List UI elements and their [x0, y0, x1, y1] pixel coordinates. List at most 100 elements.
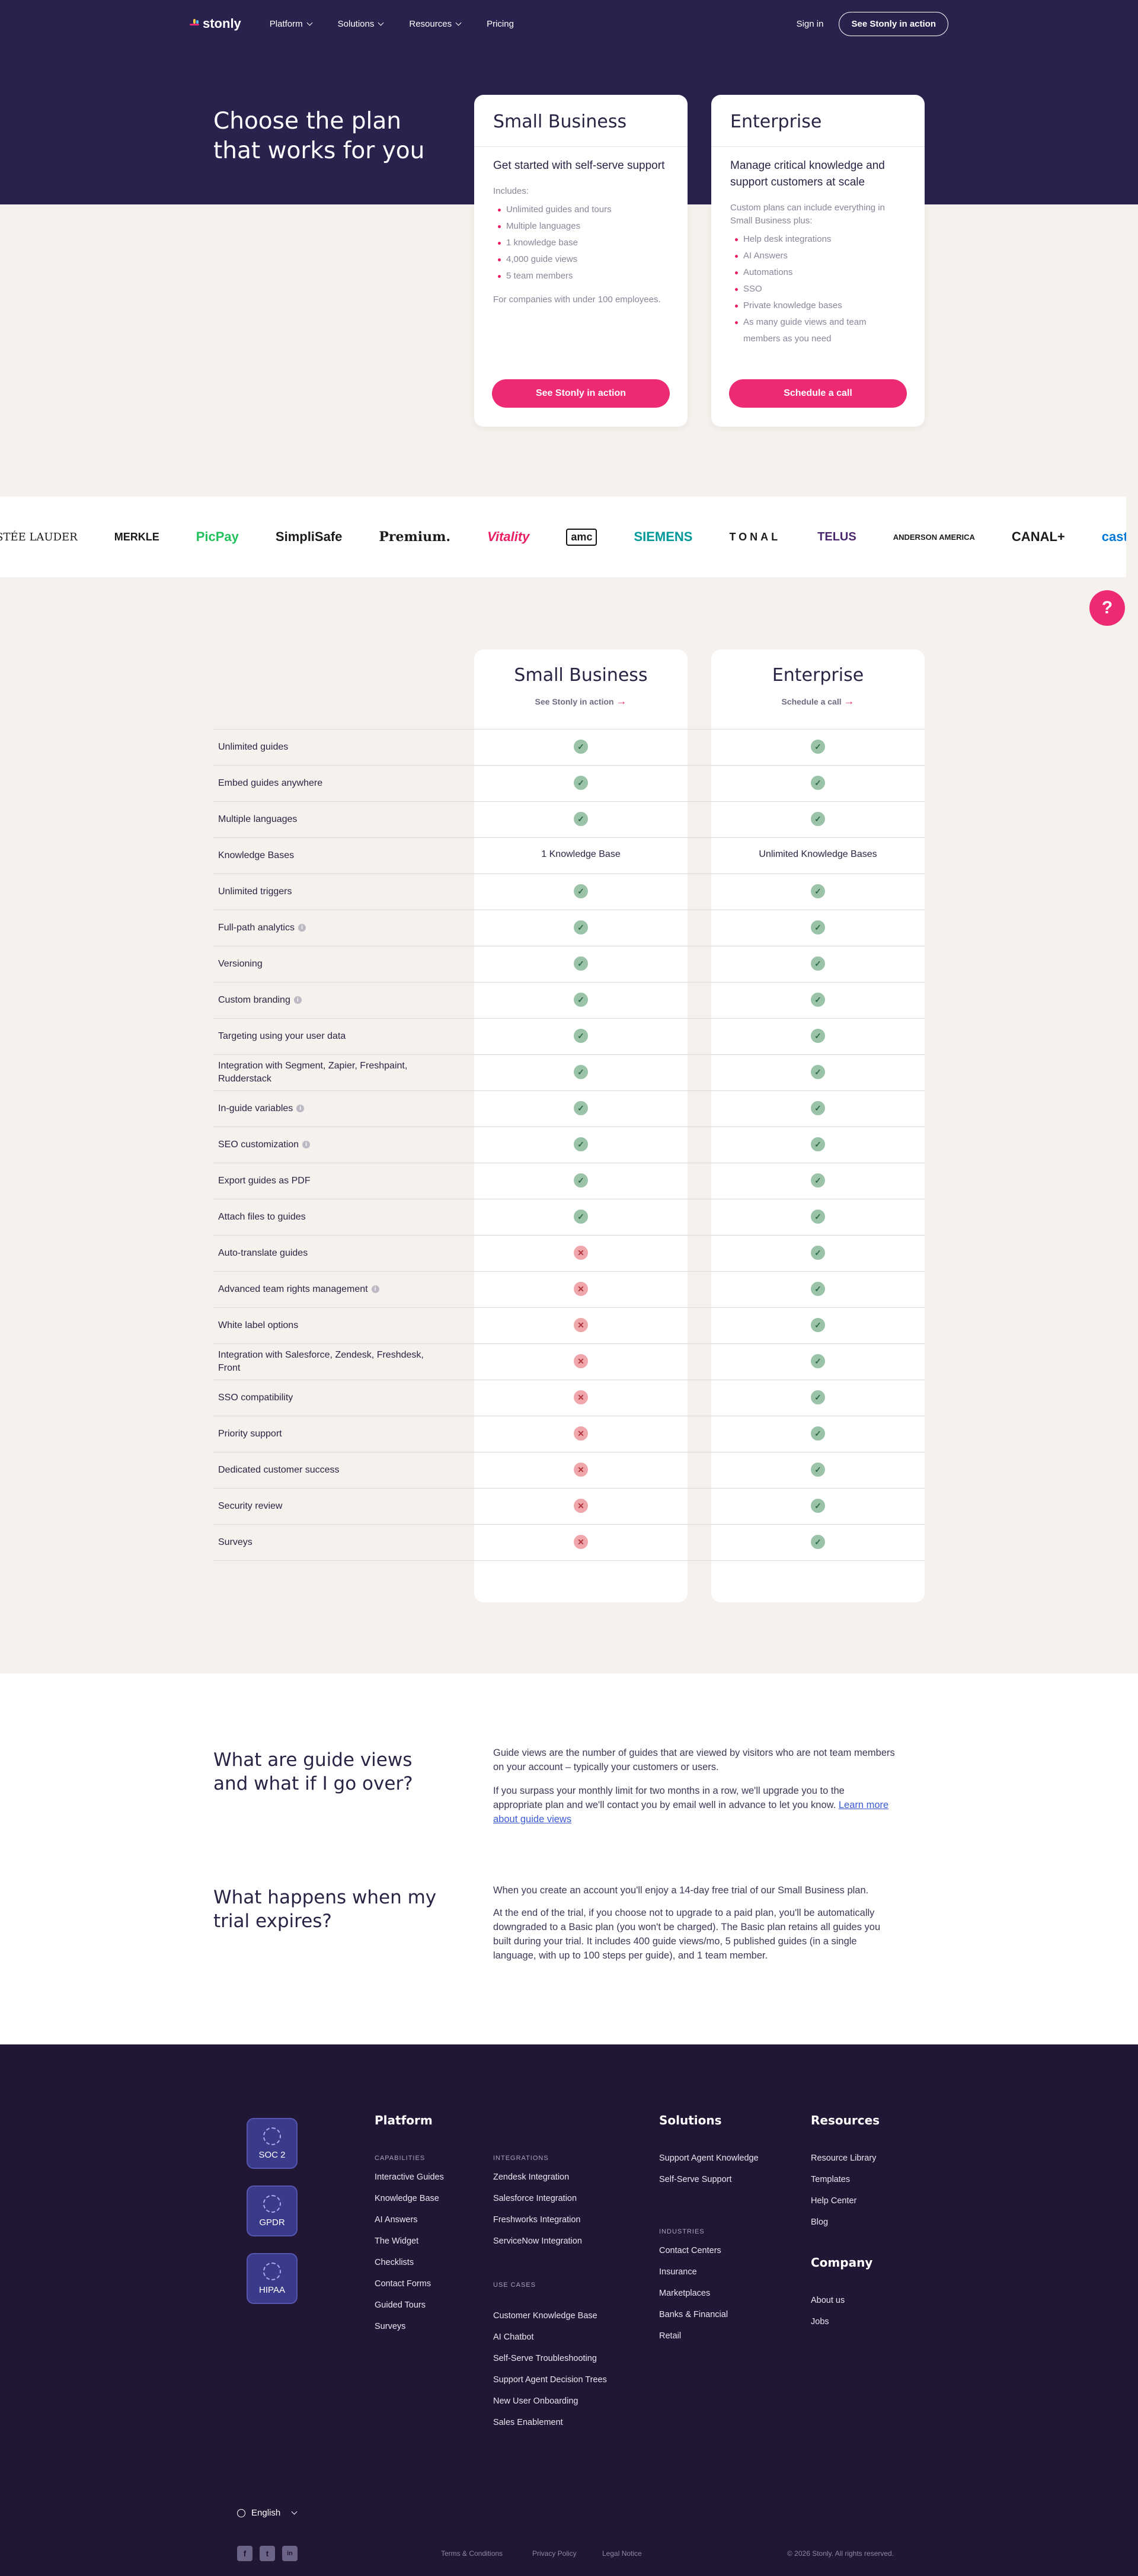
privacy-link[interactable]: Privacy Policy	[532, 2549, 577, 2558]
see-stonly-plan-button[interactable]: See Stonly in action	[492, 379, 670, 408]
plan-includes-label: Includes:	[493, 186, 529, 196]
top-navbar: stonly Platform Solutions Resources Pric…	[0, 0, 1138, 47]
faq-answer-text: If you surpass your monthly limit for tw…	[493, 1785, 845, 1810]
schedule-call-plan-button[interactable]: Schedule a call	[729, 379, 907, 408]
faq-answer: At the end of the trial, if you choose n…	[493, 1908, 881, 1961]
footer-link[interactable]: Guided Tours	[375, 2300, 426, 2310]
footer-subheading: INTEGRATIONS	[493, 2155, 549, 2162]
footer-link[interactable]: Support Agent Knowledge	[659, 2153, 759, 2163]
feature-label: Advanced team rights management i	[218, 1271, 443, 1307]
plan-description: Get started with self-serve support	[493, 159, 665, 172]
footer-link[interactable]: Self-Serve Troubleshooting	[493, 2354, 597, 2363]
plan-feature: Private knowledge bases	[735, 297, 906, 314]
footer-link[interactable]: Resource Library	[811, 2153, 877, 2163]
check-icon: ✓	[811, 1499, 825, 1513]
feature-label-text: Export guides as PDF	[218, 1175, 311, 1186]
feature-label: Security review	[218, 1488, 443, 1524]
twitter-icon[interactable]: t	[260, 2546, 275, 2561]
footer-link[interactable]: Support Agent Decision Trees	[493, 2375, 607, 2385]
footer-link[interactable]: Self-Serve Support	[659, 2175, 732, 2184]
chevron-down-icon	[455, 20, 462, 25]
footer-link[interactable]: Freshworks Integration	[493, 2215, 581, 2225]
help-button[interactable]: ?	[1089, 590, 1125, 626]
nav-resources[interactable]: Resources	[409, 19, 462, 29]
footer-link[interactable]: Banks & Financial	[659, 2310, 728, 2319]
nav-solutions[interactable]: Solutions	[337, 18, 384, 29]
customer-logo-strip: ESTÉE LAUDER MERKLE PicPay SimpliSafe Pr…	[0, 497, 1126, 577]
footer-link[interactable]: Jobs	[811, 2317, 829, 2327]
compare-link-label: Schedule a call	[781, 697, 842, 706]
feature-label-text: SSO compatibility	[218, 1392, 293, 1403]
feature-label: Export guides as PDF	[218, 1163, 443, 1199]
logo-simplisafe: SimpliSafe	[275, 529, 343, 544]
cross-icon: ✕	[574, 1463, 588, 1477]
plan-card-enterprise: Enterprise Manage critical knowledge and…	[711, 95, 925, 427]
footer-link[interactable]: Templates	[811, 2175, 851, 2184]
row-divider	[213, 873, 925, 874]
cross-icon: ✕	[574, 1499, 588, 1513]
see-stonly-nav-button[interactable]: See Stonly in action	[839, 11, 948, 36]
nav-platform[interactable]: Platform	[270, 19, 313, 29]
feature-label: Full-path analytics i	[218, 910, 443, 946]
footer-link[interactable]: Sales Enablement	[493, 2418, 563, 2427]
stonly-logo[interactable]: stonly	[190, 16, 241, 31]
footer-link[interactable]: Salesforce Integration	[493, 2194, 577, 2203]
language-selector[interactable]: English	[237, 2508, 298, 2518]
feature-label: Knowledge Bases	[218, 837, 443, 873]
footer-link[interactable]: Retail	[659, 2331, 682, 2341]
info-icon[interactable]: i	[298, 924, 306, 932]
footer-link[interactable]: AI Answers	[375, 2215, 418, 2225]
row-divider	[213, 1488, 925, 1489]
feature-label-text: Integration with Segment, Zapier, Freshp…	[218, 1060, 408, 1084]
gdpr-badge: GPDR	[247, 2185, 298, 2236]
nav-solutions-label: Solutions	[337, 18, 375, 29]
check-icon: ✓	[574, 1029, 588, 1043]
feature-label: Embed guides anywhere	[218, 765, 443, 801]
footer-link[interactable]: New User Onboarding	[493, 2396, 578, 2406]
footer-link[interactable]: Surveys	[375, 2322, 406, 2331]
footer-link[interactable]: Blog	[811, 2217, 829, 2227]
feature-label: Custom branding i	[218, 982, 443, 1018]
footer-link[interactable]: Help Center	[811, 2196, 857, 2206]
footer-link[interactable]: Customer Knowledge Base	[493, 2311, 597, 2321]
footer-link[interactable]: The Widget	[375, 2236, 419, 2246]
nav-pricing[interactable]: Pricing	[487, 19, 514, 29]
terms-link[interactable]: Terms & Conditions	[441, 2549, 503, 2558]
footer-link[interactable]: Insurance	[659, 2267, 697, 2277]
check-icon: ✓	[811, 1426, 825, 1441]
check-icon: ✓	[811, 1065, 825, 1079]
feature-label-text: Advanced team rights management	[218, 1284, 368, 1294]
footer-link[interactable]: Interactive Guides	[375, 2172, 444, 2182]
sign-in-link[interactable]: Sign in	[796, 18, 824, 29]
logo-siemens: SIEMENS	[634, 529, 693, 544]
footer-subheading: CAPABILITIES	[375, 2155, 426, 2162]
footer-subheading: USE CASES	[493, 2281, 536, 2289]
plan-feature-list: Help desk integrations AI Answers Automa…	[711, 228, 925, 347]
footer-link[interactable]: Marketplaces	[659, 2289, 711, 2298]
footer-link[interactable]: Knowledge Base	[375, 2194, 439, 2203]
footer-link[interactable]: AI Chatbot	[493, 2332, 534, 2342]
compare-schedule-call-link[interactable]: Schedule a call →	[711, 695, 925, 708]
check-icon: ✓	[574, 956, 588, 971]
learn-more-guide-views-link[interactable]: Learn more about guide views	[493, 1800, 889, 1825]
linkedin-icon[interactable]: in	[282, 2546, 298, 2561]
footer-link[interactable]: Contact Forms	[375, 2279, 431, 2289]
info-icon[interactable]: i	[302, 1141, 311, 1148]
footer-link[interactable]: ServiceNow Integration	[493, 2236, 582, 2246]
footer-link[interactable]: Zendesk Integration	[493, 2172, 570, 2182]
footer-link[interactable]: Checklists	[375, 2258, 414, 2267]
legal-notice-link[interactable]: Legal Notice	[602, 2549, 642, 2558]
footer-link[interactable]: About us	[811, 2296, 845, 2305]
cross-icon: ✕	[574, 1282, 588, 1296]
info-icon[interactable]: i	[296, 1105, 305, 1112]
row-divider	[213, 982, 925, 983]
facebook-icon[interactable]: f	[237, 2546, 252, 2561]
compare-see-stonly-link[interactable]: See Stonly in action →	[474, 695, 688, 708]
plan-includes-label: Custom plans can include everything in S…	[730, 203, 885, 226]
footer-link[interactable]: Contact Centers	[659, 2246, 721, 2255]
shield-icon	[263, 2127, 281, 2145]
check-icon: ✓	[574, 1173, 588, 1188]
logo-castorama: castorama	[1101, 529, 1126, 544]
info-icon[interactable]: i	[371, 1285, 379, 1293]
info-icon[interactable]: i	[293, 996, 302, 1004]
